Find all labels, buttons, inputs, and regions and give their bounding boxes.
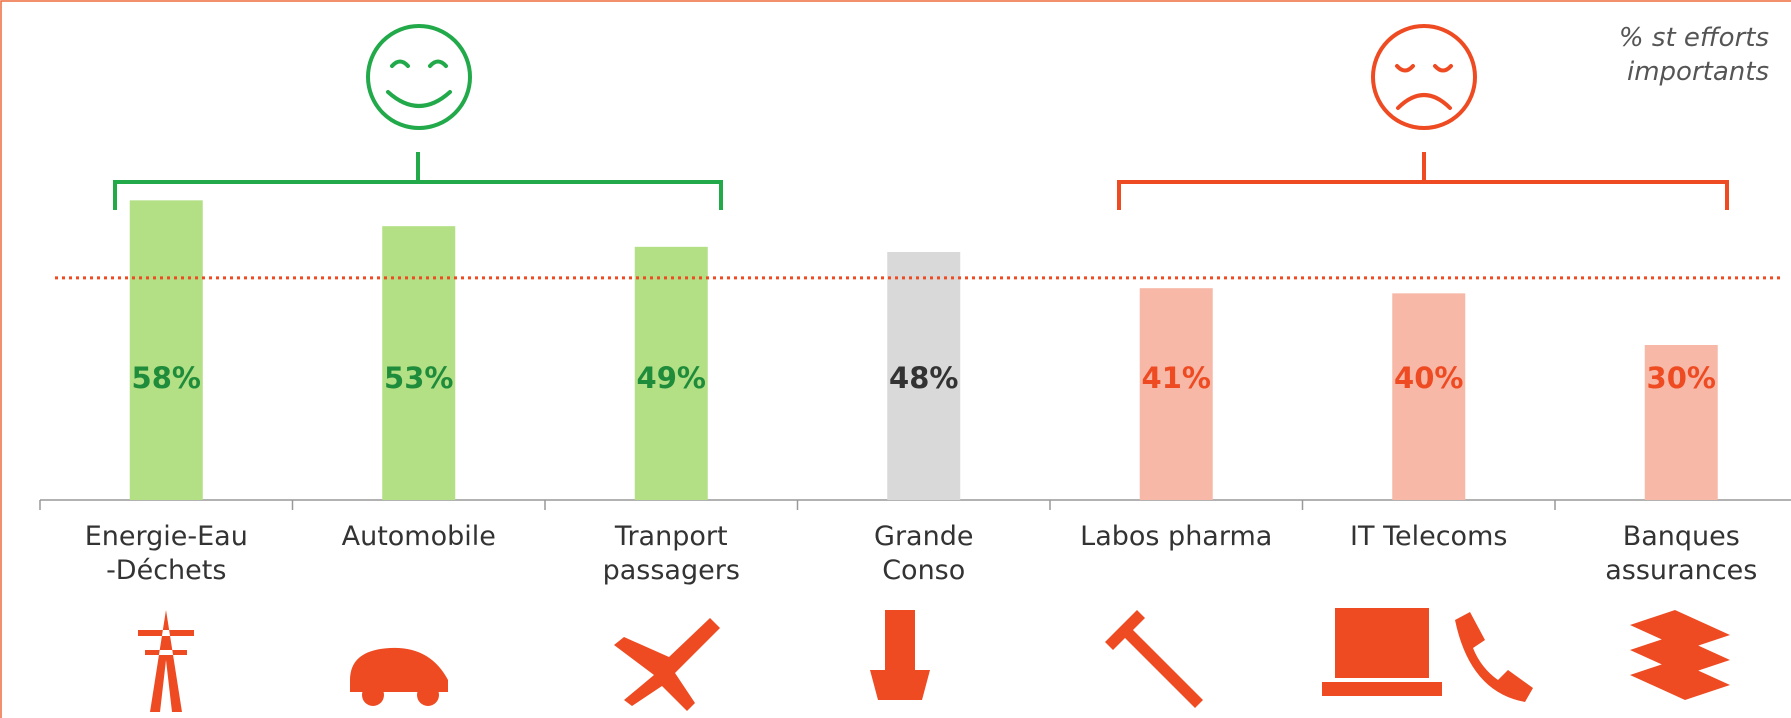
icon-syringe (1105, 610, 1203, 708)
x-tick-label: Labos pharma (1080, 521, 1273, 552)
bracket (1117, 152, 1729, 210)
value-label: 49% (637, 361, 706, 395)
icon-laptop (1322, 608, 1442, 696)
icon-pylon (138, 610, 194, 712)
x-tick-label: Grande Conso (874, 521, 974, 586)
icon-phone (1455, 612, 1533, 702)
bad-group (1117, 24, 1729, 210)
value-label: 41% (1142, 361, 1211, 395)
bar (382, 226, 456, 500)
frown (1371, 24, 1477, 130)
x-tick-label: IT Telecoms (1350, 521, 1508, 552)
value-label: 58% (132, 361, 201, 395)
good-group (113, 24, 723, 210)
smiley (366, 24, 472, 130)
bracket (113, 152, 723, 210)
bar (1392, 293, 1466, 500)
icon-groceries (870, 610, 930, 700)
annotation: % st efforts importants (1618, 23, 1769, 87)
icons (138, 608, 1730, 712)
x-tick-label: Banques assurances (1605, 521, 1758, 586)
smile (386, 59, 452, 108)
frown-mouth (1395, 64, 1453, 110)
value-label: 40% (1394, 361, 1463, 395)
bar (1644, 345, 1718, 500)
value-label: 53% (384, 361, 453, 395)
bar (634, 246, 708, 500)
value-label: 30% (1647, 361, 1716, 395)
icon-wheel (362, 684, 384, 706)
value-label: 48% (889, 361, 958, 395)
x-tick-label: Automobile (341, 521, 496, 552)
icon-car (350, 647, 448, 692)
bar (1139, 288, 1213, 500)
bar (129, 200, 203, 501)
x-tick-label: Tranport passagers (602, 521, 740, 586)
icon-wheel (417, 684, 439, 706)
x-tick-label: Energie-Eau -Déchets (84, 521, 248, 586)
icon-plane (614, 618, 720, 711)
bar (887, 252, 961, 500)
icon-money (1630, 610, 1730, 700)
